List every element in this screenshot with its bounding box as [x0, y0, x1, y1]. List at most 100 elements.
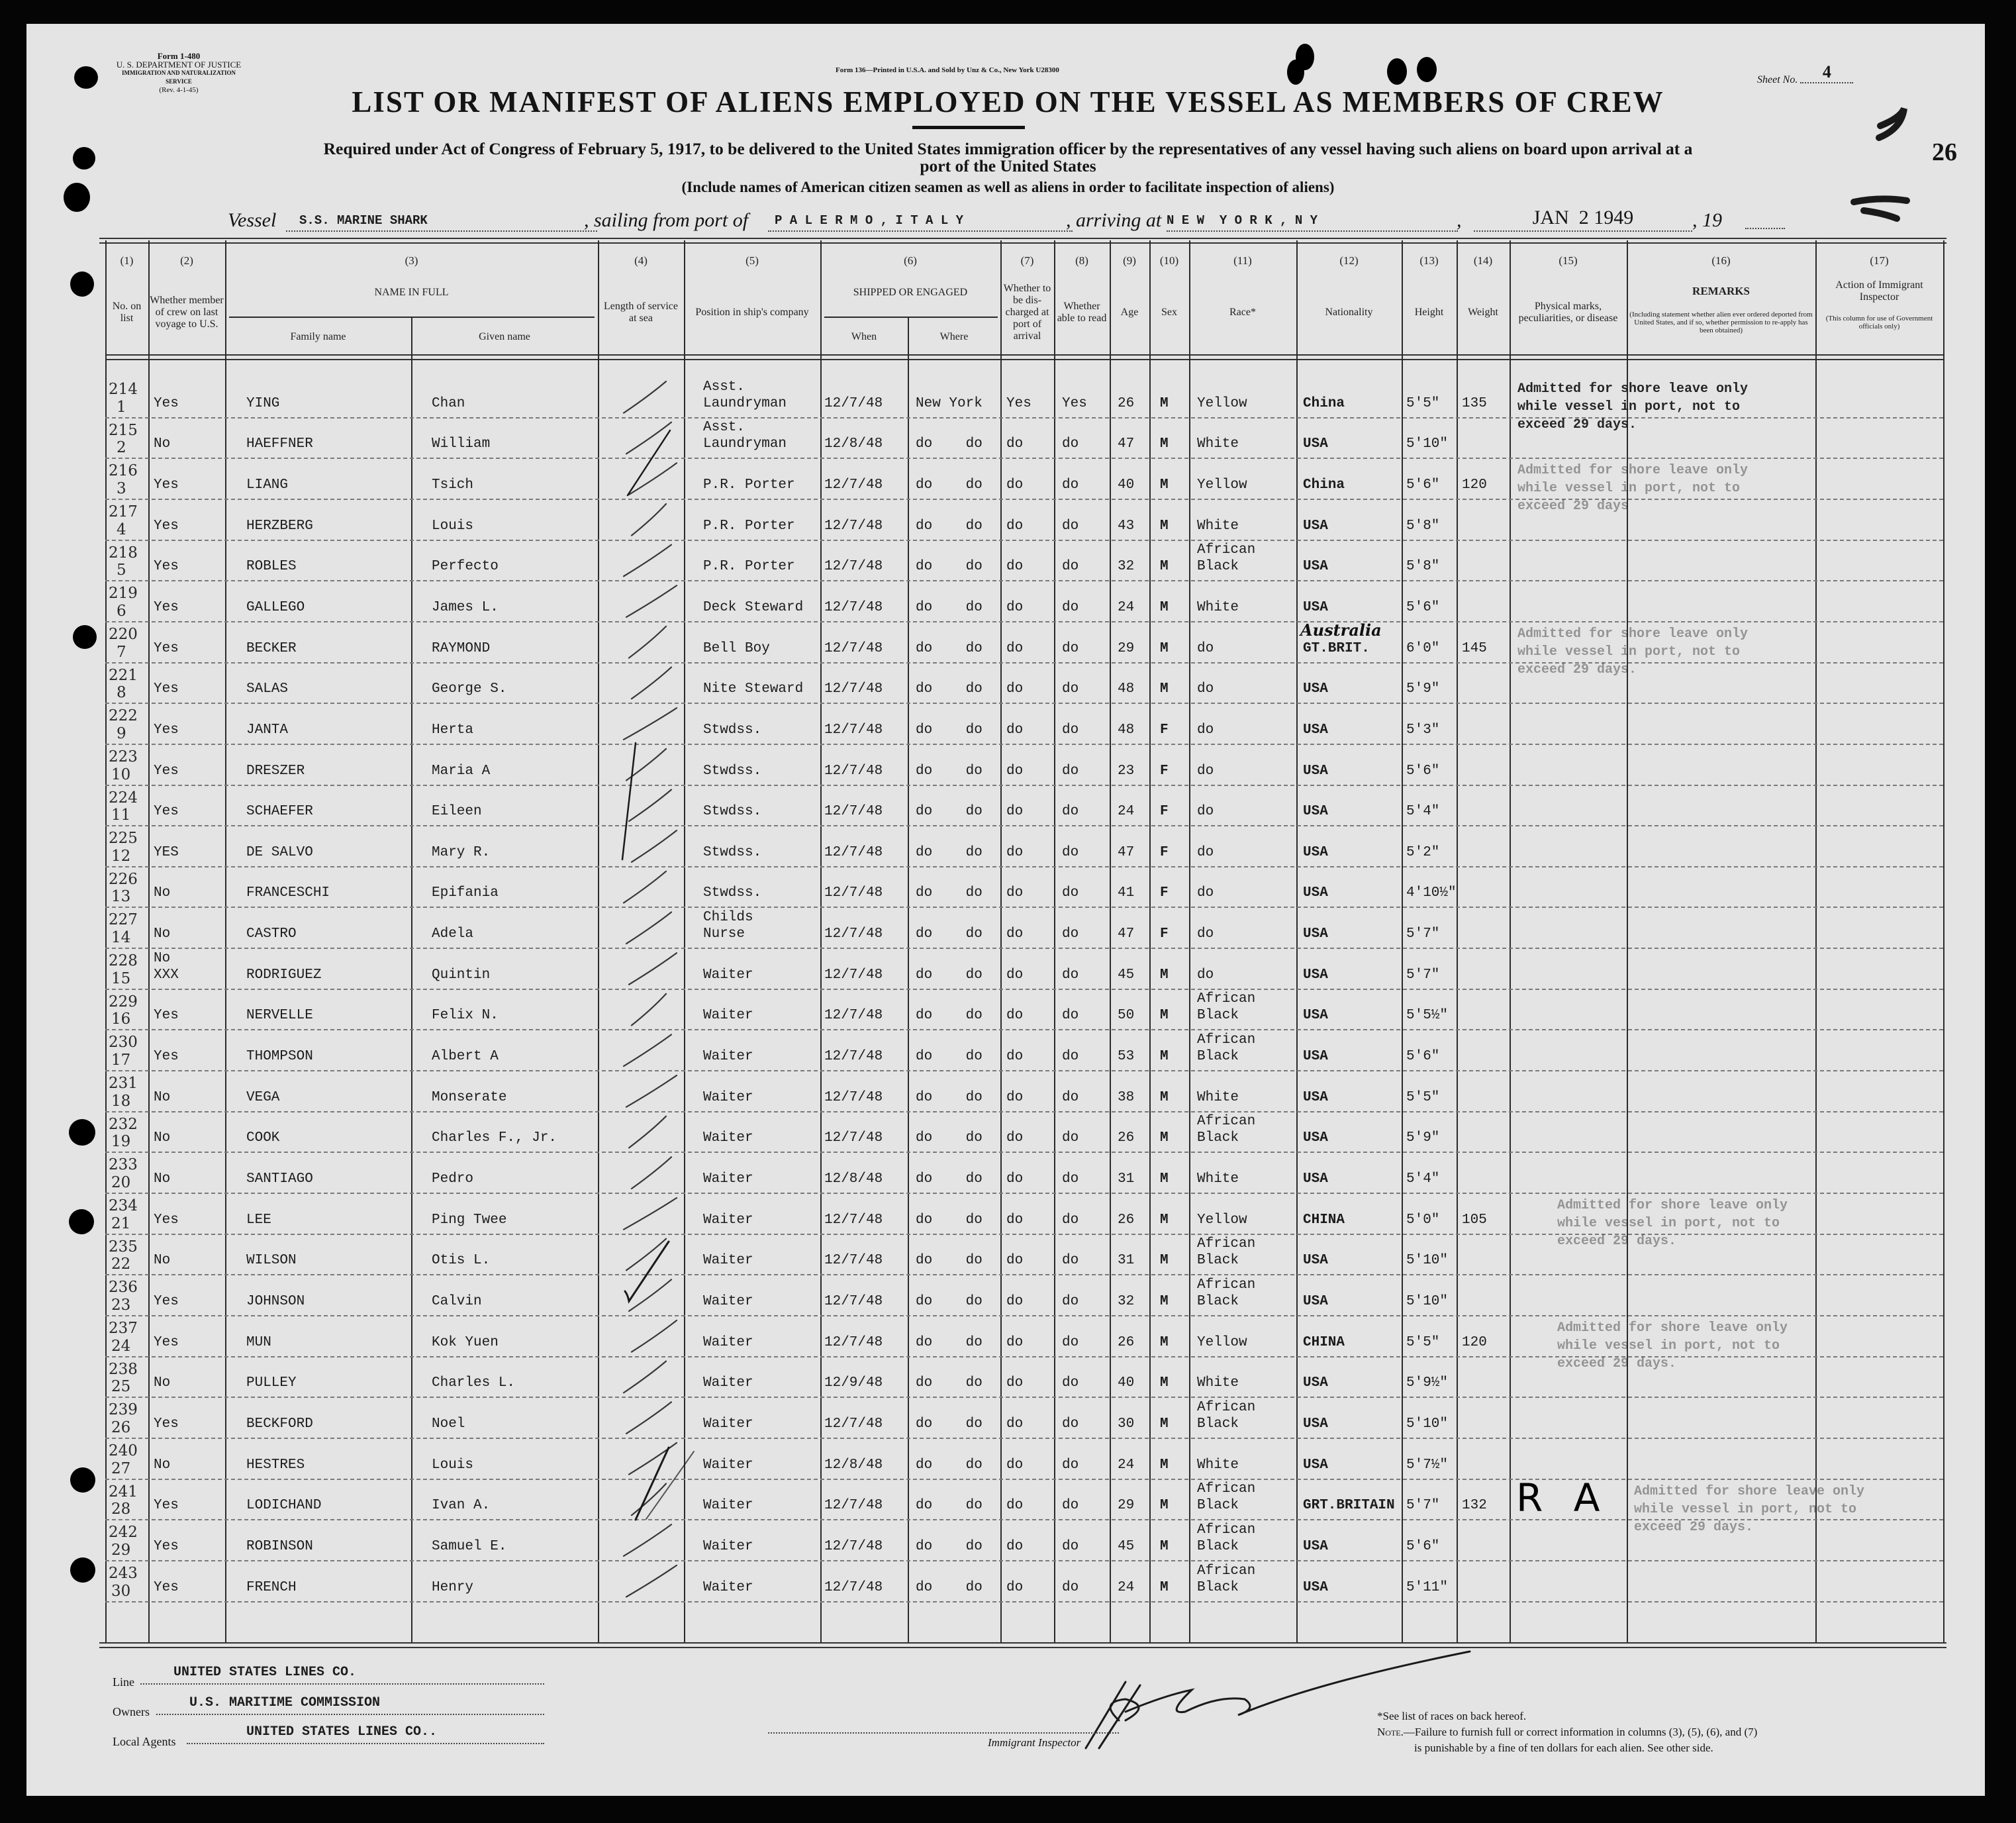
height: 5'2" [1406, 845, 1440, 860]
height: 6'0" [1406, 641, 1440, 656]
column-divider [1402, 240, 1403, 1642]
sheet-number: 4 [1800, 62, 1854, 83]
ink-blot [1876, 107, 1907, 141]
given-name: Felix N. [432, 1008, 499, 1023]
manifest-number: 243 [109, 1565, 138, 1582]
port-to: N E W Y O R K , N Y [1167, 213, 1458, 232]
manifest-number: 218 [109, 544, 138, 562]
check-mark-icon [630, 830, 678, 863]
height: 5'10" [1406, 1253, 1449, 1268]
age: 24 [1118, 1580, 1135, 1595]
discharged: Yes [1006, 396, 1032, 411]
last-voyage: Yes [154, 1335, 179, 1350]
age: 26 [1118, 1130, 1135, 1146]
shipped-when: 12/7/48 [824, 967, 883, 983]
column-number: (2) [180, 254, 193, 267]
sex: M [1160, 1498, 1169, 1513]
height: 5'7" [1406, 926, 1440, 942]
manifest-sheet [26, 24, 1985, 1796]
shipped-where: do do [916, 518, 983, 534]
position: Waiter [703, 967, 753, 983]
corner-number: 26 [1932, 138, 1957, 166]
family-name: WILSON [246, 1253, 297, 1268]
sex: M [1160, 1294, 1169, 1309]
sailing-label: , sailing from port of [584, 209, 749, 231]
family-name: JOHNSON [246, 1294, 305, 1309]
nationality: GT.BRIT. [1303, 641, 1370, 656]
age: 48 [1118, 681, 1135, 697]
list-number: 11 [111, 807, 131, 824]
family-name: MUN [246, 1335, 271, 1350]
shipped-where: do do [916, 559, 983, 574]
able-to-read: do [1062, 1090, 1079, 1105]
discharged: do [1006, 1457, 1024, 1473]
height: 5'4" [1406, 1171, 1440, 1187]
punch-hole [69, 1119, 95, 1146]
last-voyage: No [154, 1457, 171, 1473]
family-name: BECKFORD [246, 1416, 313, 1432]
given-name: RAYMOND [432, 641, 491, 656]
age: 40 [1118, 477, 1135, 493]
given-name: Charles L. [432, 1375, 516, 1391]
sex: M [1160, 477, 1169, 493]
race: African Black [1197, 1400, 1256, 1432]
position: P.R. Porter [703, 518, 795, 534]
age: 24 [1118, 1457, 1135, 1473]
height: 5'6" [1406, 477, 1440, 493]
last-voyage: Yes [154, 518, 179, 534]
list-number: 4 [117, 521, 126, 538]
last-voyage: Yes [154, 600, 179, 615]
family-name: LIANG [246, 477, 289, 493]
position: Waiter [703, 1171, 753, 1187]
row-rule [105, 907, 1943, 908]
family-name: HAEFFNER [246, 436, 313, 452]
column-header: Action of Immigrant Inspector [1835, 279, 1923, 303]
arriving-label: , arriving at [1066, 209, 1162, 231]
check-mark-icon [628, 952, 678, 985]
last-voyage: No [154, 885, 171, 901]
column-number: (15) [1559, 254, 1578, 267]
punch-hole [69, 1209, 94, 1234]
height: 5'5" [1406, 396, 1440, 411]
punch-hole [1387, 58, 1407, 85]
able-to-read: do [1062, 1294, 1079, 1309]
able-to-read: do [1062, 681, 1079, 697]
column-divider [225, 240, 226, 1642]
position: Waiter [703, 1049, 753, 1064]
nationality: GRT.BRITAIN [1303, 1498, 1395, 1513]
height: 5'7" [1406, 967, 1440, 983]
position: Stwdss. [703, 885, 762, 901]
family-name: RODRIGUEZ [246, 967, 322, 983]
given-name: George S. [432, 681, 507, 697]
column-divider-where [908, 317, 909, 1642]
shipped-when: 12/7/48 [824, 1416, 883, 1432]
vessel-label: Vessel [228, 209, 277, 231]
family-name: CASTRO [246, 926, 297, 942]
manifest-number: 234 [109, 1197, 138, 1214]
given-name: Maria A [432, 764, 491, 779]
height: 5'11" [1406, 1580, 1449, 1595]
row-rule [105, 1519, 1943, 1520]
last-voyage: Yes [154, 722, 179, 738]
column-divider [1000, 240, 1002, 1642]
column-number: (3) [405, 254, 418, 267]
handwritten-annotation: R A [1516, 1475, 1609, 1520]
shipped-when: 12/7/48 [824, 885, 883, 901]
discharged: do [1006, 1090, 1024, 1105]
weight: 135 [1462, 396, 1487, 411]
nationality: CHINA [1303, 1212, 1345, 1228]
nationality: USA [1303, 1171, 1328, 1187]
manifest-number: 233 [109, 1156, 138, 1173]
race: Yellow [1197, 477, 1247, 493]
race: do [1197, 641, 1214, 656]
position: Waiter [703, 1294, 753, 1309]
row-rule [105, 499, 1943, 500]
column-subheader: When [851, 331, 877, 342]
last-voyage: No [154, 1375, 171, 1391]
list-number: 26 [111, 1419, 131, 1436]
revision: (Rev. 4-1-45) [159, 86, 199, 94]
column-number: (1) [120, 254, 134, 267]
list-number: 29 [111, 1542, 131, 1559]
shipped-when: 12/7/48 [824, 1335, 883, 1350]
